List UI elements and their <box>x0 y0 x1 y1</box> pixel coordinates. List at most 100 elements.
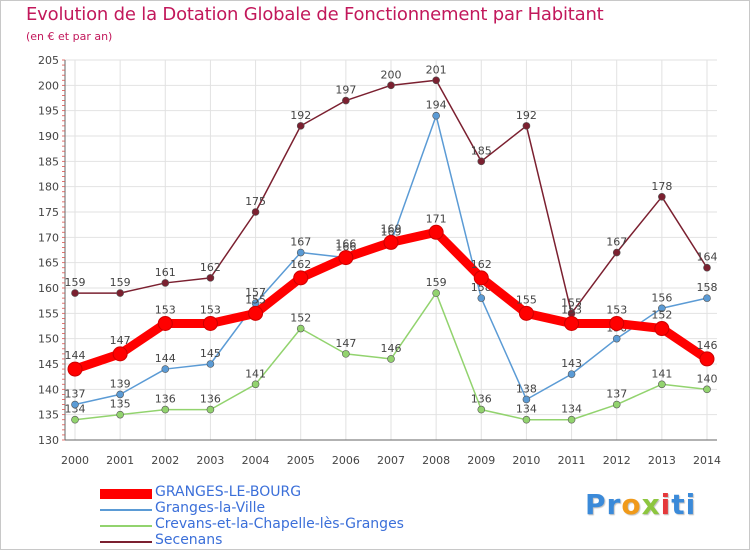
data-point <box>251 208 260 216</box>
data-label: 200 <box>381 68 402 81</box>
x-tick-label: 2005 <box>287 454 315 467</box>
data-point <box>703 294 711 302</box>
data-point <box>612 334 621 343</box>
x-tick-label: 2014 <box>693 454 721 467</box>
data-label: 201 <box>426 63 447 76</box>
data-point <box>567 415 576 424</box>
data-label: 162 <box>290 258 311 271</box>
data-label: 169 <box>381 225 402 238</box>
data-label: 175 <box>245 195 266 208</box>
proxiti-logo: Proxiti <box>585 488 697 521</box>
data-point <box>71 400 79 409</box>
legend-swatch <box>100 489 152 499</box>
data-point <box>383 234 399 250</box>
y-tick-label: 205 <box>38 54 59 67</box>
data-point <box>522 122 531 130</box>
data-label: 155 <box>245 293 266 306</box>
data-point <box>432 111 440 120</box>
y-tick-label: 185 <box>38 155 59 168</box>
data-label: 162 <box>200 261 221 274</box>
data-label: 137 <box>606 388 627 401</box>
data-point <box>71 289 79 297</box>
data-point <box>116 410 124 419</box>
data-label: 153 <box>200 303 221 316</box>
data-point <box>71 415 79 424</box>
data-point <box>522 415 531 424</box>
data-point <box>161 365 170 373</box>
data-label: 147 <box>335 337 356 350</box>
data-point <box>473 270 489 286</box>
data-label: 145 <box>200 347 221 360</box>
y-tick-label: 195 <box>38 105 59 118</box>
data-label: 158 <box>697 281 718 294</box>
y-tick-label: 200 <box>38 79 59 92</box>
data-point <box>518 305 534 321</box>
data-point <box>202 315 218 331</box>
legend-swatch <box>100 525 152 527</box>
y-tick-label: 130 <box>38 434 59 447</box>
data-label: 169 <box>381 222 402 235</box>
y-tick-label: 190 <box>38 130 59 143</box>
y-tick-label: 140 <box>38 383 59 396</box>
data-label: 162 <box>471 258 492 271</box>
axes: 130 135 140 145 150 155 160 165 170 175 180 185 190 1… <box>38 54 721 467</box>
x-tick-label: 2007 <box>377 454 405 467</box>
legend-label: GRANGES-LE-BOURG <box>155 484 302 500</box>
data-point <box>703 385 711 394</box>
y-tick-label: 170 <box>38 231 59 244</box>
data-label: 141 <box>651 367 672 380</box>
data-point <box>477 405 486 414</box>
data-label: 152 <box>651 309 672 322</box>
legend-label: Secenans <box>155 532 223 548</box>
data-label: 152 <box>290 312 311 325</box>
y-tick-label: 135 <box>38 409 59 422</box>
data-label: 134 <box>561 403 582 416</box>
data-point <box>387 81 395 90</box>
data-label: 143 <box>561 357 582 370</box>
data-point <box>161 405 170 414</box>
data-label: 159 <box>426 276 447 289</box>
x-tick-label: 2012 <box>603 454 631 467</box>
data-label: 153 <box>561 303 582 316</box>
data-label: 167 <box>290 236 311 249</box>
data-point <box>703 263 711 272</box>
data-point <box>699 351 715 367</box>
data-label: 140 <box>697 372 718 385</box>
data-label: 164 <box>697 251 718 264</box>
x-tick-label: 2001 <box>106 454 134 467</box>
data-point <box>296 324 305 333</box>
data-label: 161 <box>155 266 176 279</box>
data-label: 144 <box>155 352 176 365</box>
data-point <box>116 390 124 399</box>
data-label: 139 <box>110 377 131 390</box>
chart-title: Evolution de la Dotation Globale de Fonc… <box>26 4 604 25</box>
data-label: 135 <box>110 398 131 411</box>
data-point <box>67 361 83 377</box>
data-label: 197 <box>335 84 356 97</box>
x-tick-label: 2002 <box>151 454 179 467</box>
y-tick-label: 155 <box>38 307 59 320</box>
y-tick-label: 150 <box>38 333 59 346</box>
data-label: 192 <box>290 109 311 122</box>
data-label: 166 <box>335 238 356 251</box>
data-label: 136 <box>155 393 176 406</box>
data-label: 147 <box>110 334 131 347</box>
data-point <box>342 96 350 105</box>
data-label: 134 <box>65 403 86 416</box>
data-point <box>477 294 486 302</box>
data-point <box>609 315 625 331</box>
data-label: 194 <box>426 99 447 112</box>
data-point <box>477 157 486 166</box>
data-label: 156 <box>651 291 672 304</box>
data-point <box>206 360 215 368</box>
legend-swatch <box>100 509 152 511</box>
data-point <box>387 355 395 363</box>
data-point <box>428 224 444 240</box>
data-label: 155 <box>516 293 537 306</box>
x-tick-label: 2003 <box>196 454 224 467</box>
data-point <box>296 248 305 257</box>
data-point <box>296 122 305 130</box>
data-label: 137 <box>65 388 86 401</box>
